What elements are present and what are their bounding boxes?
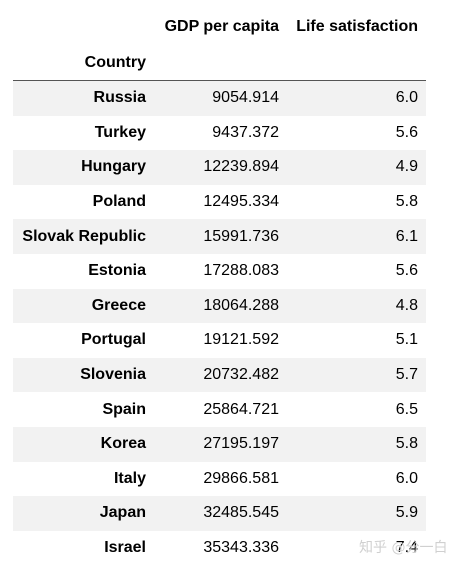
cell-life-satisfaction: 5.8 (395, 193, 418, 211)
table-row: Korea 27195.197 5.8 (13, 426, 426, 462)
table-row: Israel 35343.336 7.4 (13, 531, 426, 566)
cell-life-satisfaction: 6.1 (395, 227, 418, 245)
cell-country: Slovenia (80, 366, 146, 384)
cell-life-satisfaction: 5.1 (395, 331, 418, 349)
cell-country: Poland (92, 193, 146, 211)
cell-life-satisfaction: 6.0 (395, 469, 418, 487)
cell-country: Slovak Republic (22, 227, 146, 245)
cell-country: Israel (104, 539, 146, 557)
column-header-row: GDP per capita Life satisfaction (13, 0, 426, 42)
cell-life-satisfaction: 4.9 (395, 158, 418, 176)
header-life-satisfaction: Life satisfaction (296, 18, 418, 35)
watermark-text: 知乎 @分一白 (359, 540, 448, 556)
cell-life-satisfaction: 5.9 (395, 504, 418, 522)
cell-country: Spain (102, 400, 146, 418)
cell-life-satisfaction: 5.6 (395, 123, 418, 141)
cell-gdp-per-capita: 32485.545 (203, 504, 279, 522)
cell-country: Japan (99, 504, 146, 522)
table-body: Russia 9054.914 6.0 Turkey 9437.372 5.6 Hungar… (13, 81, 426, 565)
cell-gdp-per-capita: 29866.581 (203, 469, 279, 487)
cell-gdp-per-capita: 25864.721 (203, 400, 279, 418)
cell-country: Greece (91, 296, 146, 314)
cell-country: Korea (100, 435, 146, 453)
cell-gdp-per-capita: 9437.372 (212, 123, 279, 141)
cell-country: Italy (113, 469, 146, 487)
cell-gdp-per-capita: 20732.482 (203, 366, 279, 384)
table-row: Slovenia 20732.482 5.7 (13, 357, 426, 393)
table-row: Russia 9054.914 6.0 (13, 81, 426, 116)
cell-gdp-per-capita: 15991.736 (203, 227, 279, 245)
index-header-row: Country (13, 42, 426, 81)
cell-life-satisfaction: 5.8 (395, 435, 418, 453)
cell-gdp-per-capita: 9054.914 (212, 89, 279, 107)
table-row: Poland 12495.334 5.8 (13, 185, 426, 220)
table-row: Portugal 19121.592 5.1 (13, 323, 426, 358)
cell-gdp-per-capita: 17288.083 (203, 262, 279, 280)
cell-gdp-per-capita: 19121.592 (203, 331, 279, 349)
table-row: Slovak Republic 15991.736 6.1 (13, 219, 426, 254)
table-row: Spain 25864.721 6.5 (13, 392, 426, 427)
cell-life-satisfaction: 6.5 (395, 400, 418, 418)
table-row: Estonia 17288.083 5.6 (13, 254, 426, 289)
cell-gdp-per-capita: 35343.336 (203, 539, 279, 557)
cell-country: Portugal (81, 331, 146, 349)
cell-life-satisfaction: 5.7 (395, 366, 418, 384)
cell-country: Hungary (81, 158, 146, 176)
cell-country: Turkey (94, 123, 146, 141)
dataframe-table: GDP per capita Life satisfaction Country… (13, 0, 426, 565)
cell-gdp-per-capita: 18064.288 (203, 296, 279, 314)
table-row: Japan 32485.545 5.9 (13, 496, 426, 531)
cell-country: Russia (93, 89, 146, 107)
cell-life-satisfaction: 5.6 (395, 262, 418, 280)
cell-life-satisfaction: 6.0 (395, 89, 418, 107)
cell-life-satisfaction: 7.4 (395, 539, 418, 557)
cell-life-satisfaction: 4.8 (395, 296, 418, 314)
table-row: Hungary 12239.894 4.9 (13, 150, 426, 185)
table-row: Italy 29866.581 6.0 (13, 462, 426, 497)
table-row: Greece 18064.288 4.8 (13, 288, 426, 324)
header-country: Country (84, 54, 146, 71)
cell-gdp-per-capita: 27195.197 (203, 435, 279, 453)
cell-gdp-per-capita: 12495.334 (203, 193, 279, 211)
cell-country: Estonia (88, 262, 146, 280)
table-row: Turkey 9437.372 5.6 (13, 116, 426, 151)
cell-gdp-per-capita: 12239.894 (203, 158, 279, 176)
header-gdp-per-capita: GDP per capita (164, 18, 279, 35)
